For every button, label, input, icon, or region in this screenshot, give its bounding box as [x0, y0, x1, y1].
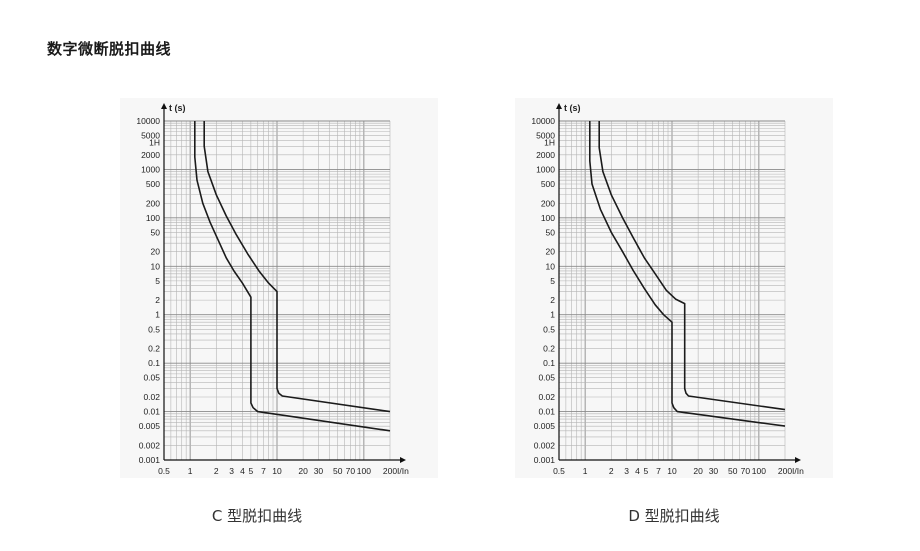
- x-tick-label: 50: [728, 466, 738, 476]
- x-tick-label: 30: [709, 466, 719, 476]
- x-tick-label: 200: [383, 466, 397, 476]
- y-tick-label: 0.005: [139, 421, 161, 431]
- trip-curve-line-2: [598, 121, 786, 411]
- y-tick-label: 0.1: [148, 358, 160, 368]
- y-tick-label: 0.001: [139, 455, 161, 465]
- y-axis-arrow-icon: [556, 103, 562, 109]
- y-tick-label: 1000: [536, 164, 555, 174]
- x-tick-label: 10: [667, 466, 677, 476]
- y-tick-label: 1: [155, 310, 160, 320]
- x-tick-label: 3: [229, 466, 234, 476]
- y-tick-label: 1000: [141, 164, 160, 174]
- x-tick-label: 2: [214, 466, 219, 476]
- y-axis-arrow-icon: [161, 103, 167, 109]
- x-tick-label: 70: [346, 466, 356, 476]
- y-tick-label: 200: [146, 198, 160, 208]
- c-curve-caption: C 型脱扣曲线: [211, 507, 303, 525]
- y-tick-label: 200: [541, 198, 555, 208]
- y-axis-label: t (s): [169, 103, 186, 113]
- x-tick-label: 0.5: [158, 466, 170, 476]
- d-curve-caption: D 型脱扣曲线: [628, 507, 720, 525]
- x-tick-label: 50: [333, 466, 343, 476]
- y-tick-label: 2: [550, 295, 555, 305]
- y-tick-label: 1: [550, 310, 555, 320]
- x-tick-label: 1: [583, 466, 588, 476]
- y-tick-label: 0.002: [534, 440, 556, 450]
- y-tick-label: 20: [546, 247, 556, 257]
- y-tick-label: 0.2: [543, 344, 555, 354]
- y-tick-label: 2: [155, 295, 160, 305]
- y-tick-label: 0.002: [139, 440, 161, 450]
- y-tick-label: 0.5: [543, 324, 555, 334]
- y-tick-label: 10: [546, 261, 556, 271]
- y-tick-label: 100: [541, 213, 555, 223]
- trip-curve-line-1: [589, 121, 786, 427]
- x-tick-label: 100: [357, 466, 371, 476]
- x-tick-label: 5: [643, 466, 648, 476]
- y-tick-label: 1H: [149, 137, 160, 147]
- x-tick-label: 0.5: [553, 466, 565, 476]
- y-tick-label: 100: [146, 213, 160, 223]
- y-tick-label: 0.05: [538, 373, 555, 383]
- y-tick-label: 0.2: [148, 344, 160, 354]
- y-tick-label: 0.01: [538, 407, 555, 417]
- y-tick-label: 10000: [136, 116, 160, 126]
- y-tick-label: 2000: [141, 150, 160, 160]
- x-tick-label: 20: [693, 466, 703, 476]
- y-tick-label: 2000: [536, 150, 555, 160]
- x-axis-label: I/In: [397, 466, 409, 476]
- trip-curve-line-2: [203, 121, 391, 413]
- y-tick-label: 0.02: [143, 392, 160, 402]
- y-tick-label: 5: [550, 276, 555, 286]
- y-tick-label: 500: [541, 179, 555, 189]
- x-tick-label: 1: [188, 466, 193, 476]
- x-tick-label: 10: [272, 466, 282, 476]
- x-axis-arrow-icon: [795, 457, 801, 463]
- d-curve-chart-panel: t (s) I/In 10000 5000 1H 2000 1000 500 200 100 50 2…: [515, 98, 833, 478]
- x-tick-label: 5: [248, 466, 253, 476]
- x-tick-label: 30: [314, 466, 324, 476]
- y-axis-label: t (s): [564, 103, 581, 113]
- x-tick-label: 70: [741, 466, 751, 476]
- y-tick-label: 5: [155, 276, 160, 286]
- c-curve-chart-panel: t (s) I/In 10000 5000 1H 2000 1000 500 200 100 50 2…: [120, 98, 438, 478]
- y-tick-label: 0.1: [543, 358, 555, 368]
- x-tick-label: 7: [656, 466, 661, 476]
- x-tick-label: 7: [261, 466, 266, 476]
- y-tick-label: 0.5: [148, 324, 160, 334]
- x-tick-label: 200: [778, 466, 792, 476]
- y-tick-label: 50: [546, 227, 556, 237]
- y-tick-label: 10000: [531, 116, 555, 126]
- y-tick-label: 1H: [544, 137, 555, 147]
- x-tick-label: 4: [635, 466, 640, 476]
- y-tick-label: 0.005: [534, 421, 556, 431]
- y-tick-label: 0.01: [143, 407, 160, 417]
- y-tick-label: 0.001: [534, 455, 556, 465]
- x-tick-label: 100: [752, 466, 766, 476]
- x-tick-label: 20: [298, 466, 308, 476]
- y-tick-label: 5000: [536, 131, 555, 141]
- x-tick-label: 3: [624, 466, 629, 476]
- y-tick-label: 500: [146, 179, 160, 189]
- trip-curve-line-1: [194, 121, 391, 432]
- y-tick-label: 10: [151, 261, 161, 271]
- page-title: 数字微断脱扣曲线: [47, 40, 172, 58]
- x-tick-label: 2: [609, 466, 614, 476]
- x-axis-label: I/In: [792, 466, 804, 476]
- y-tick-label: 20: [151, 247, 161, 257]
- y-tick-label: 5000: [141, 131, 160, 141]
- y-tick-label: 0.02: [538, 392, 555, 402]
- x-axis-arrow-icon: [400, 457, 406, 463]
- y-tick-label: 50: [151, 227, 161, 237]
- y-tick-label: 0.05: [143, 373, 160, 383]
- x-tick-label: 4: [240, 466, 245, 476]
